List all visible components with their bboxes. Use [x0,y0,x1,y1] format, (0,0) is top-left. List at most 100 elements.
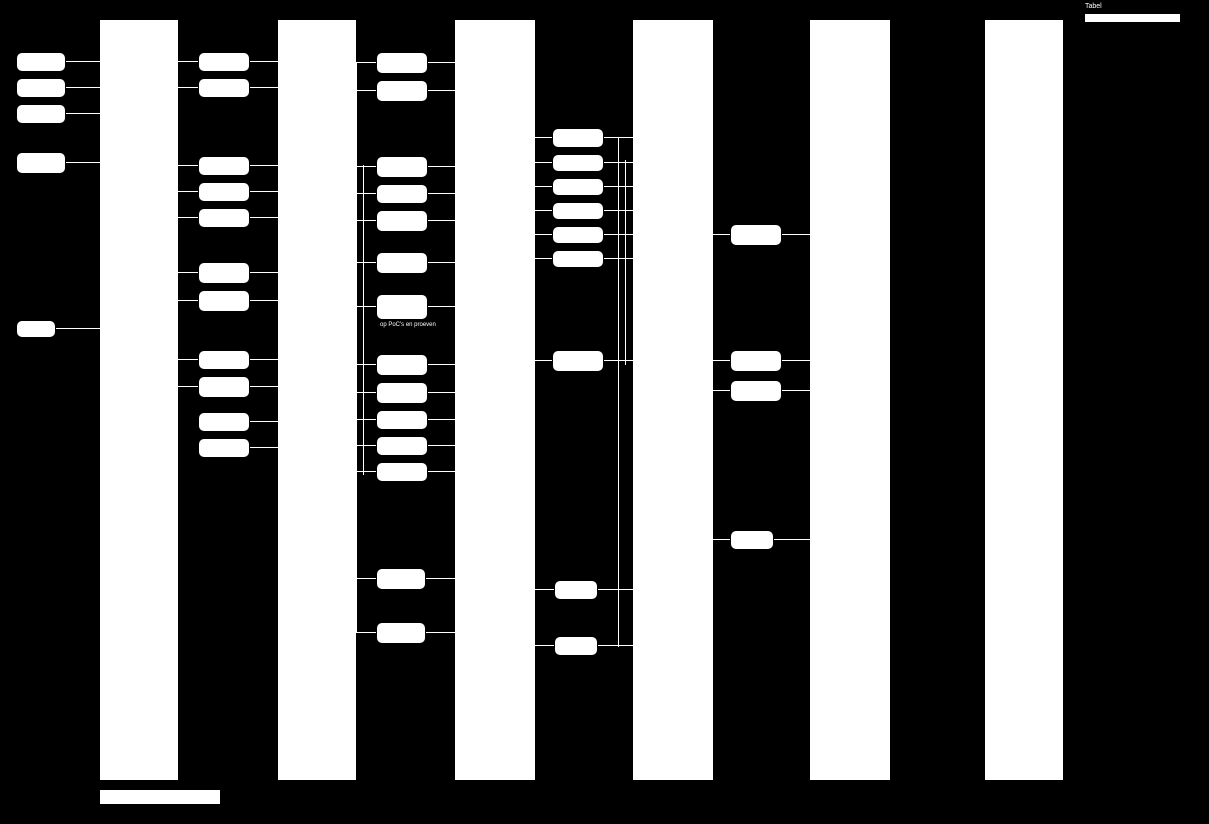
flow-edge [250,61,278,62]
flow-node [730,224,782,246]
flow-edge [250,165,278,166]
flow-edge [428,419,455,420]
flow-edge [782,360,810,361]
flow-edge [713,234,730,235]
flow-node [376,568,426,590]
flow-node [552,350,604,372]
flow-node [552,226,604,244]
caption-c7: op PoC's en proeven [380,322,436,328]
flow-edge [713,390,730,391]
flow-edge [535,258,552,259]
flow-node [198,350,250,370]
flow-node [16,78,66,98]
flow-edge [428,392,455,393]
flow-edge [356,262,376,263]
flow-edge [598,589,633,590]
flow-edge [426,632,455,633]
flow-edge [250,386,278,387]
flow-node [198,262,250,284]
flow-node [198,208,250,228]
flow-node [198,156,250,176]
flow-node [376,462,428,482]
flow-node [198,376,250,398]
flow-node [554,636,598,656]
flow-edge [535,186,552,187]
flow-node [730,350,782,372]
flow-edge [250,191,278,192]
flow-edge [782,234,810,235]
flow-edge [428,90,455,91]
flow-edge [535,137,552,138]
flow-edge [178,300,198,301]
flow-edge [625,160,626,365]
flow-edge [250,87,278,88]
flow-node [376,184,428,204]
flow-edge [178,386,198,387]
flow-edge [428,166,455,167]
flow-node [552,202,604,220]
flow-node [554,580,598,600]
flow-edge [428,262,455,263]
flow-edge [426,578,455,579]
tabel-label: Tabel [1085,3,1102,10]
flow-node [552,178,604,196]
flow-edge [713,539,730,540]
flow-node [376,80,428,102]
flow-node [376,382,428,404]
flow-edge [356,578,376,579]
flow-edge [363,165,364,475]
flow-edge [178,165,198,166]
flow-edge [713,360,730,361]
flow-node [16,52,66,72]
flow-edge [356,364,376,365]
flow-edge [250,359,278,360]
column-5 [810,20,890,780]
flow-edge [535,360,552,361]
flow-edge [356,445,376,446]
flow-edge [66,61,100,62]
flow-node [376,622,426,644]
flow-edge [250,300,278,301]
flow-edge [178,61,198,62]
flow-edge [178,217,198,218]
flow-edge [428,220,455,221]
flow-edge [356,392,376,393]
flow-edge [535,645,554,646]
flow-edge [66,113,100,114]
flow-edge [535,210,552,211]
flow-edge [774,539,810,540]
flow-edge [782,390,810,391]
tabel-bar [1085,14,1180,22]
flow-edge [356,62,357,632]
flow-node [376,210,428,232]
flow-edge [535,589,554,590]
column-6 [985,20,1063,780]
flow-edge [356,166,376,167]
flow-edge [535,234,552,235]
flow-edge [356,62,376,63]
flow-node [376,436,428,456]
flow-edge [428,306,455,307]
flow-edge [56,328,100,329]
flow-node [198,182,250,202]
flow-node [552,154,604,172]
flow-node [198,290,250,312]
flow-edge [618,137,619,647]
flow-node [376,156,428,178]
flow-node [730,380,782,402]
flow-edge [356,632,376,633]
flow-node [376,252,428,274]
flow-edge [250,421,278,422]
flow-node [730,530,774,550]
flow-node [552,250,604,268]
flow-edge [356,220,376,221]
flow-edge [178,359,198,360]
flow-edge [356,471,376,472]
column-3 [455,20,535,780]
flow-edge [178,87,198,88]
column-1 [100,20,178,780]
flow-edge [535,162,552,163]
flow-node [16,320,56,338]
flow-edge [428,445,455,446]
flow-node [376,410,428,430]
